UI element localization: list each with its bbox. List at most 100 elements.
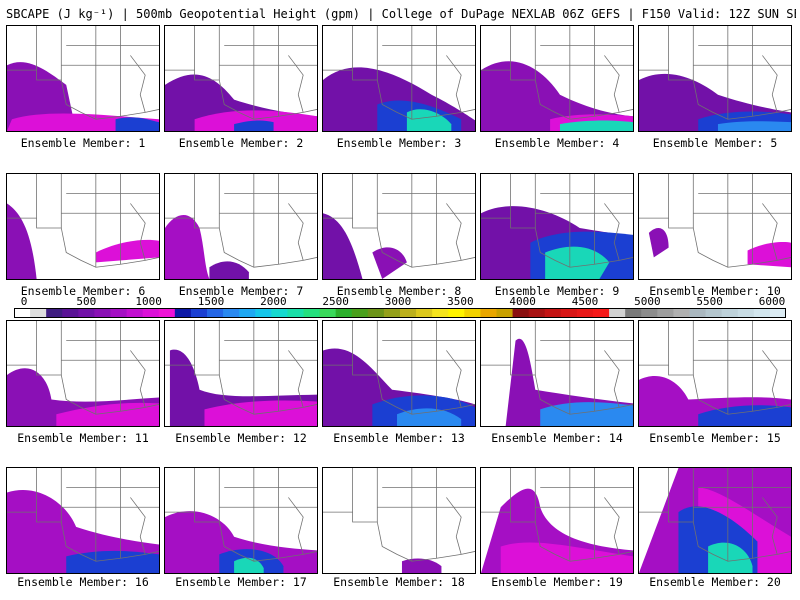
map-boundary-line xyxy=(762,203,778,261)
colorbar-swatch xyxy=(769,308,786,318)
colorbar-swatch xyxy=(673,308,690,318)
ensemble-panel-15 xyxy=(638,320,792,427)
panel-label: Ensemble Member: 9 xyxy=(494,284,620,298)
panel-label: Ensemble Member: 20 xyxy=(649,575,781,589)
colorbar-swatch xyxy=(303,308,321,318)
colorbar-tick-label: 2000 xyxy=(260,295,287,308)
colorbar-swatch xyxy=(576,308,594,318)
colorbar-swatch xyxy=(625,308,642,318)
map-boundary-line xyxy=(323,69,475,120)
colorbar-tick-label: 4500 xyxy=(571,295,599,308)
map-boundary-line xyxy=(639,69,791,120)
colorbar-swatch xyxy=(142,308,160,318)
colorbar-swatch xyxy=(544,308,562,318)
panel-label: Ensemble Member: 16 xyxy=(17,575,149,589)
colorbar-swatch xyxy=(689,308,707,318)
map-boundary-line xyxy=(130,203,146,261)
colorbar-swatch xyxy=(207,308,224,318)
map-boundary-line xyxy=(481,217,633,268)
colorbar-swatch xyxy=(223,308,240,318)
map-boundary-line xyxy=(481,364,633,415)
map-boundary-line xyxy=(762,497,778,555)
colorbar-swatch xyxy=(190,308,208,318)
ensemble-panel-10 xyxy=(638,173,792,280)
colorbar-swatch xyxy=(335,308,353,318)
colorbar-swatch xyxy=(110,308,128,318)
panel-label: Ensemble Member: 15 xyxy=(649,431,781,445)
colorbar-swatch xyxy=(400,308,417,318)
ensemble-panel-19 xyxy=(480,467,634,574)
ensemble-panel-8 xyxy=(322,173,476,280)
colorbar-tick-label: 5500 xyxy=(696,295,723,308)
map-boundary-line xyxy=(639,217,791,268)
colorbar-swatch xyxy=(367,308,385,318)
ensemble-panel-13 xyxy=(322,320,476,427)
panel-label: Ensemble Member: 2 xyxy=(178,136,304,150)
colorbar-swatch xyxy=(512,308,530,318)
colorbar-swatch xyxy=(174,308,192,318)
colorbar-swatch xyxy=(126,308,144,318)
ensemble-panel-4 xyxy=(480,25,634,132)
colorbar-tick-label: 1500 xyxy=(197,295,225,308)
panel-label: Ensemble Member: 5 xyxy=(652,136,778,150)
map-boundary-line xyxy=(446,203,462,261)
colorbar xyxy=(14,308,786,318)
map-boundary-line xyxy=(762,55,778,113)
colorbar-swatch xyxy=(496,308,514,318)
map-boundary-line xyxy=(130,350,146,408)
colorbar-swatch xyxy=(657,308,674,318)
panel-label: Ensemble Member: 13 xyxy=(333,431,465,445)
colorbar-tick-label: 3000 xyxy=(384,295,412,308)
ensemble-panel-1 xyxy=(6,25,160,132)
panel-label: Ensemble Member: 10 xyxy=(649,284,781,298)
map-boundary-line xyxy=(323,511,475,562)
map-boundary-line xyxy=(604,497,620,555)
map-boundary-line xyxy=(165,511,317,562)
colorbar-swatch xyxy=(721,308,739,318)
map-boundary-line xyxy=(639,364,791,415)
colorbar-swatch xyxy=(46,308,63,318)
colorbar-swatch xyxy=(528,308,546,318)
panel-label: Ensemble Member: 6 xyxy=(20,284,146,298)
colorbar-tick-label: 2500 xyxy=(322,295,349,308)
map-boundary-line xyxy=(165,217,317,268)
colorbar-swatch xyxy=(464,308,481,318)
panel-label: Ensemble Member: 19 xyxy=(491,575,623,589)
colorbar-tick-label: 3500 xyxy=(447,295,474,308)
panel-label: Ensemble Member: 14 xyxy=(491,431,623,445)
colorbar-swatch xyxy=(609,308,626,318)
panel-label: Ensemble Member: 4 xyxy=(494,136,620,150)
map-boundary-line xyxy=(604,203,620,261)
ensemble-panel-14 xyxy=(480,320,634,427)
map-title: SBCAPE (J kg⁻¹) | 500mb Geopotential Hei… xyxy=(6,7,796,21)
ensemble-panel-9 xyxy=(480,173,634,280)
map-boundary-line xyxy=(481,511,633,562)
colorbar-swatch xyxy=(593,308,610,318)
colorbar-tick-label: 500 xyxy=(76,295,97,308)
colorbar-swatch xyxy=(641,308,658,318)
panel-label: Ensemble Member: 18 xyxy=(333,575,465,589)
map-boundary-line xyxy=(762,350,778,408)
colorbar-swatch xyxy=(255,308,272,318)
ensemble-panel-17 xyxy=(164,467,318,574)
ensemble-panel-7 xyxy=(164,173,318,280)
map-boundary-line xyxy=(7,217,159,268)
map-boundary-line xyxy=(130,497,146,555)
colorbar-swatch xyxy=(351,308,369,318)
map-boundary-line xyxy=(446,497,462,555)
map-boundary-line xyxy=(323,217,475,268)
colorbar-swatch xyxy=(62,308,79,318)
map-boundary-line xyxy=(165,364,317,415)
ensemble-panel-11 xyxy=(6,320,160,427)
colorbar-swatch xyxy=(480,308,497,318)
map-boundary-line xyxy=(288,497,304,555)
panel-label: Ensemble Member: 12 xyxy=(175,431,307,445)
ensemble-panel-16 xyxy=(6,467,160,574)
map-boundary-line xyxy=(639,511,791,562)
colorbar-swatch xyxy=(158,308,176,318)
ensemble-panel-6 xyxy=(6,173,160,280)
colorbar-swatch xyxy=(705,308,723,318)
panel-label: Ensemble Member: 17 xyxy=(175,575,307,589)
ensemble-panel-18 xyxy=(322,467,476,574)
colorbar-swatch xyxy=(448,308,465,318)
